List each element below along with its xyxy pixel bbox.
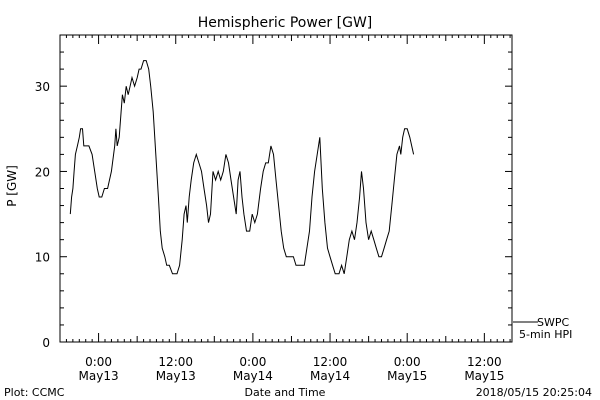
legend: SWPC 5-min HPI (513, 316, 572, 341)
y-axis-label: P [GW] (5, 165, 19, 207)
y-tick-label: 30 (35, 80, 50, 94)
x-tick-label-time: 12:00 (313, 355, 348, 369)
x-tick-label-time: 12:00 (158, 355, 193, 369)
x-tick-label-time: 12:00 (467, 355, 502, 369)
x-tick-label-date: May13 (79, 369, 119, 383)
x-tick-label-time: 0:00 (239, 355, 266, 369)
x-axis-label: Date and Time (245, 386, 326, 399)
plot-frame (59, 34, 513, 343)
x-axis: 0:00May1312:00May130:00May1412:00May140:… (59, 35, 511, 383)
x-tick-label-time: 0:00 (85, 355, 112, 369)
x-tick-label-date: May15 (464, 369, 504, 383)
legend-label-swpc: SWPC (537, 316, 569, 329)
plot-border (59, 34, 513, 343)
x-tick-label-time: 0:00 (394, 355, 421, 369)
x-tick-label-date: May13 (156, 369, 196, 383)
x-tick-label-date: May14 (310, 369, 350, 383)
series-line-swpc (69, 60, 415, 275)
y-axis: 0 10 20 30 (35, 51, 512, 350)
plot-timestamp: 2018/05/15 20:25:04 (476, 386, 592, 399)
x-tick-label-date: May15 (387, 369, 427, 383)
y-tick-label: 10 (35, 251, 50, 265)
y-tick-label: 20 (35, 165, 50, 179)
legend-label-5min-hpi: 5-min HPI (519, 328, 572, 341)
y-tick-label: 0 (42, 336, 50, 350)
plot-credit: Plot: CCMC (4, 386, 65, 399)
x-tick-label-date: May14 (233, 369, 273, 383)
chart-title: Hemispheric Power [GW] (198, 15, 373, 31)
